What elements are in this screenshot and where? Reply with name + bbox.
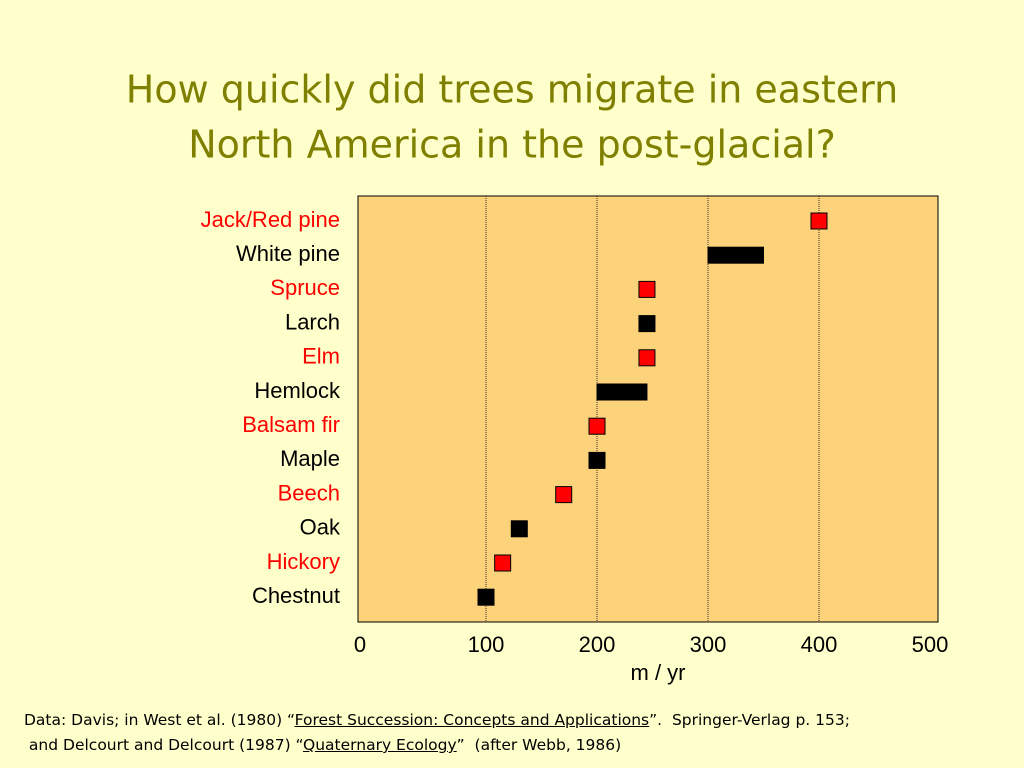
note-text: Data: Davis; in West et al. (1980) “ [24,711,295,729]
category-label: Maple [280,446,340,471]
x-tick-label: 0 [354,632,366,657]
category-label: Elm [302,344,340,369]
point-marker [494,554,512,572]
category-label: Jack/Red pine [201,207,340,232]
category-label: Oak [300,515,341,540]
x-tick-label: 100 [468,632,505,657]
point-marker [638,280,656,298]
x-tick-label: 200 [579,632,616,657]
point-marker [477,588,495,606]
category-label: Spruce [270,275,340,300]
point-marker [555,486,573,504]
category-label: Larch [285,309,340,334]
category-label: White pine [236,241,340,266]
note-text: ” (after Webb, 1986) [456,736,622,754]
category-label: Balsam fir [242,412,340,437]
point-marker [810,212,828,230]
note-text: and Delcourt and Delcourt (1987) “ [24,736,304,754]
x-axis-label: m / yr [631,660,686,685]
plot-area [357,195,939,623]
category-label: Hemlock [254,378,341,403]
point-marker [638,349,656,367]
point-marker [638,315,656,333]
source-note: Data: Davis; in West et al. (1980) “Fore… [24,708,850,758]
point-marker [510,520,528,538]
citation-title: Forest Succession: Concepts and Applicat… [294,711,650,729]
x-tick-label: 400 [801,632,838,657]
title-line: North America in the post-glacial? [188,123,836,167]
point-marker [588,451,606,469]
chart: How quickly did trees migrate in eastern… [126,68,949,685]
range-bar [596,383,648,401]
point-marker [588,417,606,435]
category-label: Chestnut [252,583,340,608]
category-label: Hickory [267,549,340,574]
range-bar [707,246,764,264]
x-tick-label: 300 [690,632,727,657]
note-line: Data: Davis; in West et al. (1980) “Fore… [24,708,850,733]
citation-title: Quaternary Ecology [303,736,457,754]
note-text: ”. Springer-Verlag p. 153; [649,711,850,729]
note-line: and Delcourt and Delcourt (1987) “Quater… [24,733,850,758]
category-label: Beech [278,480,340,505]
title-line: How quickly did trees migrate in eastern [126,68,898,112]
x-tick-label: 500 [912,632,949,657]
